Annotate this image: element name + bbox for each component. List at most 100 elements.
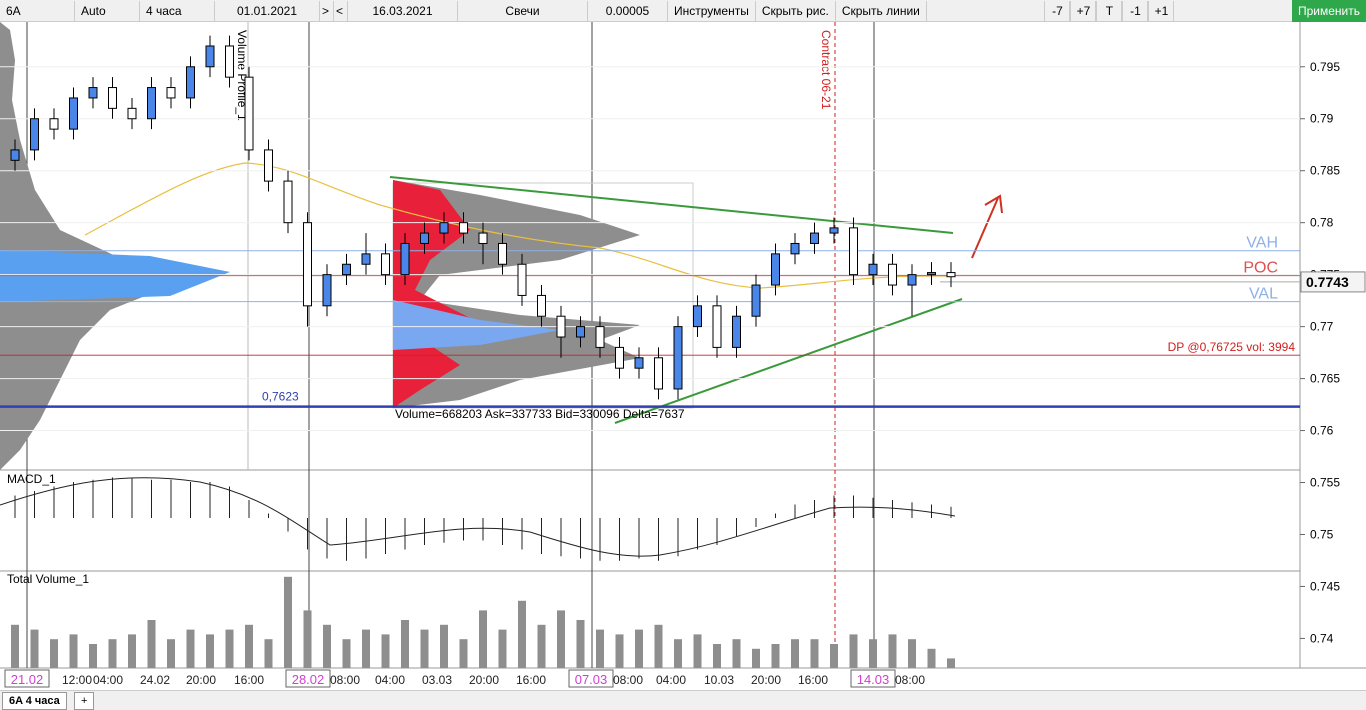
volume-bar xyxy=(674,639,682,668)
candle-body xyxy=(108,87,117,109)
volume-bar xyxy=(89,644,97,668)
tick-size[interactable]: 0.00005 xyxy=(588,0,668,21)
next-button[interactable]: > xyxy=(320,0,334,21)
candle-body xyxy=(673,326,683,390)
prev-button[interactable]: < xyxy=(334,0,348,21)
candle-body xyxy=(615,346,624,369)
volume-bar xyxy=(693,634,702,668)
volume-bar xyxy=(69,634,78,668)
x-tick-label: 08:00 xyxy=(330,673,360,687)
volume-bar xyxy=(401,620,409,668)
x-tick-label: 16:00 xyxy=(798,673,828,687)
volume-bar xyxy=(225,629,234,668)
volume-bar xyxy=(752,648,760,668)
step-button[interactable]: -1 xyxy=(1122,0,1149,21)
y-tick-label: 0.76 xyxy=(1310,424,1334,438)
volume-bar xyxy=(186,629,195,668)
y-tick-label: 0.78 xyxy=(1310,216,1334,230)
x-tick-label: 04:00 xyxy=(375,673,405,687)
volume-bar xyxy=(810,639,819,668)
volume-bar xyxy=(303,610,312,668)
volume-bar xyxy=(557,610,565,668)
volume-bar xyxy=(362,629,370,668)
x-tick-label: 12:00 xyxy=(62,673,92,687)
volume-bar xyxy=(654,624,663,668)
timeframe-select[interactable]: 4 часа xyxy=(140,0,215,21)
candle-body xyxy=(537,294,546,317)
date-box xyxy=(4,669,50,688)
volume-bar xyxy=(264,639,273,668)
x-tick-label: 21.02 xyxy=(11,672,44,687)
candle-body xyxy=(342,263,351,276)
step-button[interactable]: T xyxy=(1096,0,1123,21)
volume-bar xyxy=(245,624,253,668)
candle-body xyxy=(595,326,605,348)
x-tick-label: 20:00 xyxy=(186,673,216,687)
date-from[interactable]: 01.01.2021 xyxy=(215,0,320,21)
candle-body xyxy=(829,227,839,234)
arrow xyxy=(971,194,1003,259)
volume-bar xyxy=(576,620,585,668)
date-box xyxy=(850,669,896,688)
candle-body xyxy=(186,66,195,99)
x-tick-label: 08:00 xyxy=(613,673,643,687)
candle-body xyxy=(244,76,254,151)
candle-body xyxy=(225,45,234,78)
candle-body xyxy=(693,305,702,328)
x-tick-label: 04:00 xyxy=(656,673,686,687)
candle-body xyxy=(498,242,507,265)
profile-mid-bid xyxy=(393,180,470,408)
profile-mid-ask xyxy=(393,300,560,350)
volume-bar xyxy=(206,634,214,668)
volume-bar xyxy=(30,629,39,668)
macd-title: MACD_1 xyxy=(7,472,56,486)
last-price-box xyxy=(1300,271,1366,293)
volume-bar xyxy=(381,634,390,668)
y-tick-label: 0.74 xyxy=(1310,631,1334,645)
candle-body xyxy=(49,118,59,130)
symbol-select[interactable]: 6A xyxy=(0,0,75,21)
tools-button[interactable]: Инструменты xyxy=(668,0,756,21)
step-button[interactable]: -7 xyxy=(1044,0,1071,21)
scale-select[interactable]: Auto xyxy=(75,0,140,21)
candle-body xyxy=(478,232,488,244)
candle-body xyxy=(576,326,585,338)
trend-line xyxy=(389,176,954,234)
candle-body xyxy=(790,242,800,255)
candle-body xyxy=(10,149,20,161)
dp-label: DP @0,76725 vol: 3994 xyxy=(1168,340,1296,354)
volume-bar xyxy=(323,624,331,668)
volume-bar xyxy=(791,639,799,668)
x-tick-label: 20:00 xyxy=(469,673,499,687)
step-button[interactable]: +1 xyxy=(1148,0,1175,21)
x-tick-label: 28.02 xyxy=(292,672,325,687)
volume-bar xyxy=(459,639,468,668)
step-button[interactable]: +7 xyxy=(1070,0,1097,21)
volume-bar xyxy=(128,634,136,668)
x-tick-label: 14.03 xyxy=(857,672,890,687)
y-tick-label: 0.75 xyxy=(1310,527,1334,541)
apply-button[interactable]: Применить xyxy=(1291,0,1366,22)
hide-drawings-button[interactable]: Скрыть рис. xyxy=(756,0,836,21)
add-tab[interactable]: + xyxy=(74,692,95,710)
volume-bar xyxy=(167,639,175,668)
candle-body xyxy=(517,263,527,296)
volume-bar xyxy=(927,648,936,668)
y-tick-label: 0.79 xyxy=(1310,112,1334,126)
tab-bar: 6A 4 часа + xyxy=(0,690,1366,710)
volume-bar xyxy=(11,624,19,668)
volume-bar xyxy=(635,629,643,668)
x-tick-label: 07.03 xyxy=(575,672,608,687)
y-tick-label: 0.77 xyxy=(1310,320,1334,334)
candle-body xyxy=(771,253,780,286)
tab[interactable]: 6A 4 часа xyxy=(2,692,67,710)
last-price-label: 0.7743 xyxy=(1306,274,1349,290)
plot-bg xyxy=(0,22,1300,690)
chart-type-select[interactable]: Свечи xyxy=(458,0,588,21)
hide-lines-button[interactable]: Скрыть линии xyxy=(836,0,927,21)
date-to[interactable]: 16.03.2021 xyxy=(348,0,458,21)
candle-body xyxy=(868,263,878,276)
candle-body xyxy=(88,87,98,99)
y-tick-label: 0.795 xyxy=(1310,60,1340,74)
